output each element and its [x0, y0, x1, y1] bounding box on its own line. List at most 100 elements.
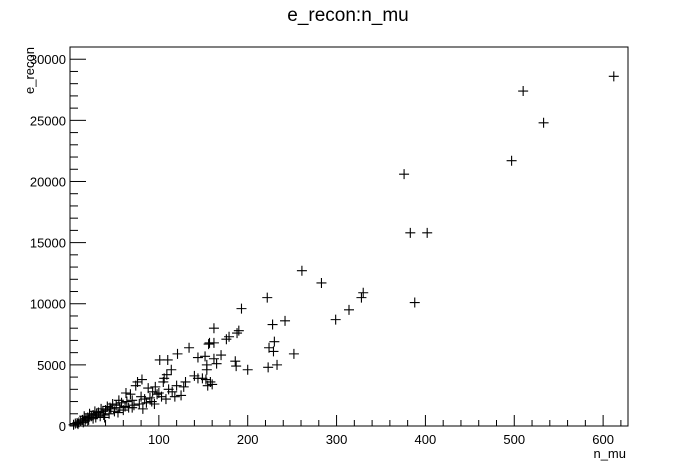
data-point — [70, 418, 81, 429]
data-point — [207, 379, 218, 390]
data-point — [203, 339, 214, 350]
data-point — [120, 387, 131, 398]
x-tick-label: 300 — [326, 432, 348, 447]
data-point — [399, 169, 410, 180]
data-point — [538, 117, 549, 128]
data-point — [127, 402, 138, 413]
data-point — [202, 380, 213, 391]
data-point — [330, 314, 341, 325]
data-point — [208, 353, 219, 364]
data-point — [158, 376, 169, 387]
data-point — [176, 390, 187, 401]
data-point — [280, 315, 291, 326]
data-point — [201, 364, 212, 375]
y-axis: 0 5000 10000 15000 20000 25000 30000 — [30, 52, 86, 434]
data-point — [409, 297, 420, 308]
y-tick-label: 25000 — [30, 113, 66, 128]
data-point — [268, 346, 279, 357]
data-point — [358, 287, 369, 298]
y-tick-label: 10000 — [30, 297, 66, 312]
data-point — [121, 396, 132, 407]
y-tick-label: 30000 — [30, 52, 66, 67]
data-point — [154, 354, 165, 365]
y-tick-label: 0 — [59, 419, 66, 434]
x-tick-label: 400 — [415, 432, 437, 447]
data-point — [296, 265, 307, 276]
data-point — [80, 416, 91, 427]
data-point — [518, 86, 529, 97]
data-point — [95, 411, 106, 422]
data-point — [167, 386, 178, 397]
data-point — [200, 351, 211, 362]
data-point — [166, 364, 177, 375]
x-tick-label: 200 — [237, 432, 259, 447]
data-point — [171, 380, 182, 391]
data-point — [224, 331, 235, 342]
data-point — [130, 380, 141, 391]
chart-title: e_recon:n_mu — [287, 5, 408, 26]
data-point — [316, 277, 327, 288]
data-point — [208, 337, 219, 348]
data-point — [233, 325, 244, 336]
data-point — [269, 336, 280, 347]
y-axis-title: e_recon — [22, 47, 37, 94]
data-point — [128, 400, 139, 411]
data-point — [136, 374, 147, 385]
data-point — [262, 292, 273, 303]
y-tick-label: 20000 — [30, 174, 66, 189]
data-point — [105, 403, 116, 414]
data-point — [72, 419, 83, 430]
x-axis: 100 200 300 400 500 600 — [87, 415, 622, 447]
data-point — [147, 386, 158, 397]
data-point — [288, 348, 299, 359]
data-point — [231, 361, 242, 372]
data-point — [200, 374, 211, 385]
data-point — [236, 303, 247, 314]
data-point — [192, 352, 203, 363]
data-point — [153, 387, 164, 398]
data-point — [150, 381, 161, 392]
data-point — [114, 402, 125, 413]
data-point — [344, 304, 354, 315]
data-point — [141, 397, 152, 408]
data-point — [184, 342, 195, 353]
data-point — [263, 362, 274, 373]
data-point — [113, 395, 124, 406]
y-tick-label: 5000 — [37, 358, 66, 373]
data-point — [242, 364, 253, 375]
data-point — [169, 391, 180, 402]
data-point — [230, 356, 241, 367]
data-point — [112, 407, 123, 418]
data-point — [120, 401, 131, 412]
data-point — [216, 350, 227, 361]
data-point — [506, 155, 517, 166]
x-axis-title: n_mu — [593, 446, 626, 461]
plot-frame — [69, 46, 629, 427]
data-point — [146, 396, 157, 407]
x-tick-label: 500 — [503, 432, 525, 447]
data-point — [90, 412, 101, 423]
data-point — [88, 413, 99, 424]
data-point — [267, 319, 278, 330]
data-point — [125, 389, 136, 400]
y-tick-label: 15000 — [30, 236, 66, 251]
x-tick-label: 600 — [592, 432, 614, 447]
data-point — [272, 359, 283, 370]
data-point — [68, 419, 79, 430]
data-point — [137, 403, 148, 414]
data-point — [178, 381, 189, 392]
data-point — [160, 394, 171, 405]
data-point — [99, 412, 110, 423]
data-point — [608, 71, 619, 82]
data-point — [422, 227, 433, 238]
data-point — [180, 376, 191, 387]
data-point — [405, 227, 416, 238]
data-point — [78, 417, 89, 428]
data-point — [211, 358, 222, 369]
data-point — [356, 292, 367, 303]
data-point — [149, 398, 160, 409]
data-point — [136, 391, 147, 402]
data-point — [152, 389, 163, 400]
data-point — [232, 328, 243, 339]
